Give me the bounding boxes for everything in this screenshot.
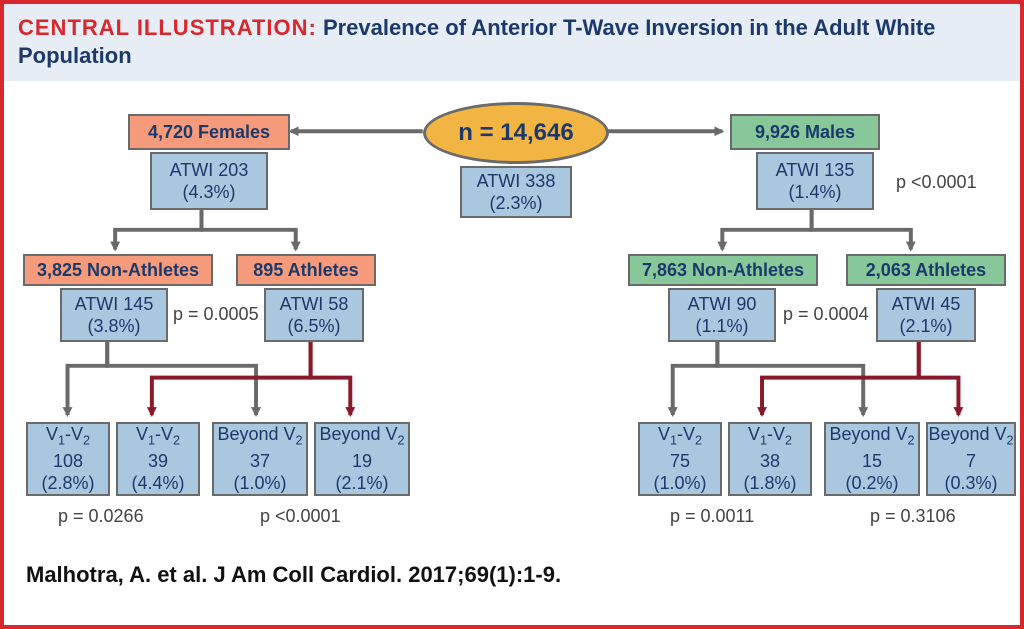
root-atwi: ATWI 338 (2.3%) [460, 166, 572, 218]
leaf-l2: 19 [352, 450, 372, 473]
leaf-m-ath-bey: Beyond V2 7 (0.3%) [926, 422, 1016, 496]
leaf-l2: 108 [53, 450, 83, 473]
leaf-l1: Beyond V2 [829, 423, 914, 449]
leaf-l3: (2.8%) [41, 472, 94, 495]
leaf-l1: V1-V2 [748, 423, 792, 449]
m-ath-atwi-l2: (2.1%) [899, 315, 952, 338]
root-node: n = 14,646 [423, 102, 609, 164]
m-ath-atwi-l1: ATWI 45 [892, 293, 961, 316]
f-nonath-atwi: ATWI 145 (3.8%) [60, 288, 168, 342]
p-f-v12: p = 0.0266 [58, 506, 144, 527]
leaf-l3: (1.0%) [233, 472, 286, 495]
leaf-l2: 37 [250, 450, 270, 473]
males-atwi-l1: ATWI 135 [776, 159, 855, 182]
leaf-l1: Beyond V2 [217, 423, 302, 449]
leaf-m-ath-v12: V1-V2 38 (1.8%) [728, 422, 812, 496]
leaf-f-ath-v12: V1-V2 39 (4.4%) [116, 422, 200, 496]
leaf-f-ath-bey: Beyond V2 19 (2.1%) [314, 422, 410, 496]
leaf-l1: Beyond V2 [928, 423, 1013, 449]
f-nonath-label: 3,825 Non-Athletes [37, 259, 199, 282]
leaf-l3: (0.2%) [845, 472, 898, 495]
leaf-l2: 7 [966, 450, 976, 473]
leaf-l3: (4.4%) [131, 472, 184, 495]
root-label: n = 14,646 [458, 119, 573, 147]
leaf-l2: 75 [670, 450, 690, 473]
leaf-m-non-bey: Beyond V2 15 (0.2%) [824, 422, 920, 496]
leaf-l1: V1-V2 [136, 423, 180, 449]
males-atwi-l2: (1.4%) [788, 181, 841, 204]
leaf-f-non-v12: V1-V2 108 (2.8%) [26, 422, 110, 496]
males-node: 9,926 Males [730, 114, 880, 150]
m-ath-label: 2,063 Athletes [866, 259, 986, 282]
p-m-v12: p = 0.0011 [670, 506, 754, 527]
m-nonath-label: 7,863 Non-Athletes [642, 259, 804, 282]
m-nonath-atwi-l1: ATWI 90 [688, 293, 757, 316]
leaf-m-non-v12: V1-V2 75 (1.0%) [638, 422, 722, 496]
leaf-l1: V1-V2 [658, 423, 702, 449]
leaf-l3: (0.3%) [944, 472, 997, 495]
p-f-bey: p <0.0001 [260, 506, 341, 527]
males-atwi: ATWI 135 (1.4%) [756, 152, 874, 210]
females-atwi: ATWI 203 (4.3%) [150, 152, 268, 210]
f-ath-atwi: ATWI 58 (6.5%) [264, 288, 364, 342]
f-ath-node: 895 Athletes [236, 254, 376, 286]
m-nonath-atwi-l2: (1.1%) [695, 315, 748, 338]
root-atwi-l1: ATWI 338 [477, 170, 556, 193]
m-nonath-node: 7,863 Non-Athletes [628, 254, 818, 286]
leaf-l2: 15 [862, 450, 882, 473]
figure-frame: CENTRAL ILLUSTRATION: Prevalence of Ante… [0, 0, 1024, 629]
females-atwi-l1: ATWI 203 [170, 159, 249, 182]
root-atwi-l2: (2.3%) [489, 192, 542, 215]
f-nonath-atwi-l2: (3.8%) [87, 315, 140, 338]
p-sex: p <0.0001 [896, 172, 977, 193]
title-lead: CENTRAL ILLUSTRATION: [18, 15, 317, 40]
f-ath-atwi-l1: ATWI 58 [280, 293, 349, 316]
leaf-l1: Beyond V2 [319, 423, 404, 449]
p-f-ath: p = 0.0005 [173, 304, 259, 325]
m-ath-node: 2,063 Athletes [846, 254, 1006, 286]
females-atwi-l2: (4.3%) [182, 181, 235, 204]
citation: Malhotra, A. et al. J Am Coll Cardiol. 2… [26, 562, 561, 588]
p-m-bey: p = 0.3106 [870, 506, 956, 527]
diagram-canvas: n = 14,646 ATWI 338 (2.3%) 4,720 Females… [8, 82, 1016, 621]
females-label: 4,720 Females [148, 121, 270, 144]
leaf-l1: V1-V2 [46, 423, 90, 449]
m-nonath-atwi: ATWI 90 (1.1%) [668, 288, 776, 342]
males-label: 9,926 Males [755, 121, 855, 144]
leaf-l3: (2.1%) [335, 472, 388, 495]
f-ath-atwi-l2: (6.5%) [287, 315, 340, 338]
leaf-f-non-bey: Beyond V2 37 (1.0%) [212, 422, 308, 496]
leaf-l3: (1.0%) [653, 472, 706, 495]
f-nonath-node: 3,825 Non-Athletes [23, 254, 213, 286]
leaf-l3: (1.8%) [743, 472, 796, 495]
leaf-l2: 39 [148, 450, 168, 473]
title-bar: CENTRAL ILLUSTRATION: Prevalence of Ante… [4, 4, 1020, 81]
p-m-ath: p = 0.0004 [783, 304, 869, 325]
females-node: 4,720 Females [128, 114, 290, 150]
f-ath-label: 895 Athletes [253, 259, 358, 282]
m-ath-atwi: ATWI 45 (2.1%) [876, 288, 976, 342]
f-nonath-atwi-l1: ATWI 145 [75, 293, 154, 316]
leaf-l2: 38 [760, 450, 780, 473]
